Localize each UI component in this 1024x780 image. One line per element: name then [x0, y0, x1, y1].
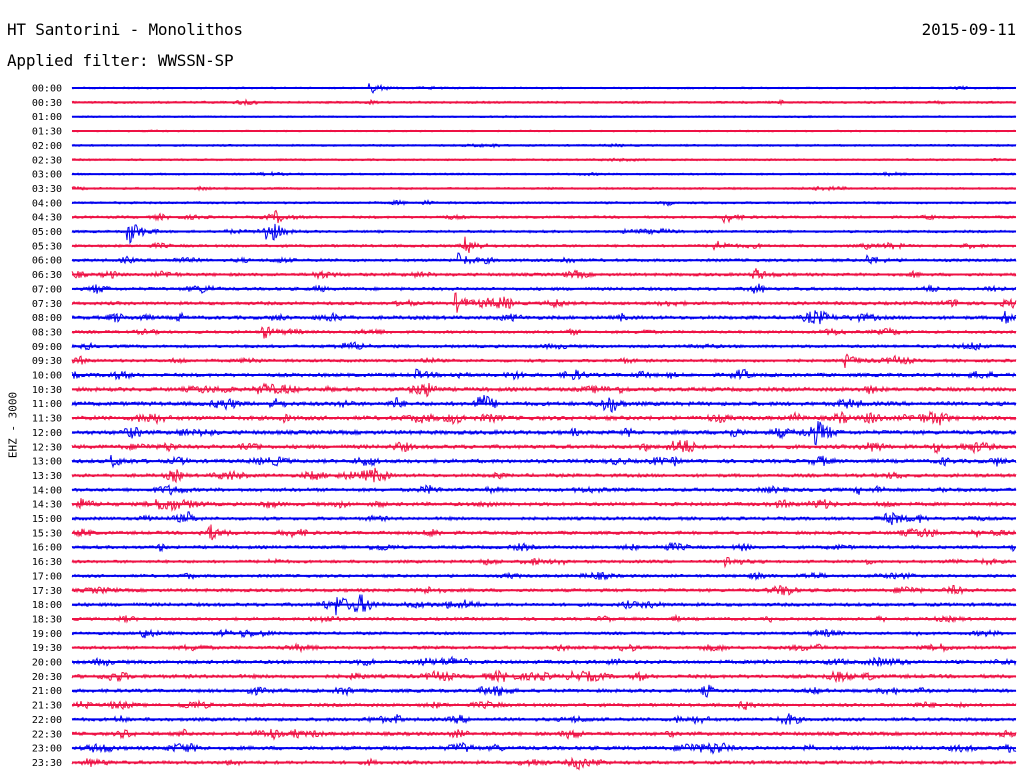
tick-label: 06:00 — [32, 256, 62, 267]
tick-label: 15:30 — [32, 528, 62, 539]
tick-label: 08:00 — [32, 313, 62, 324]
tick-label: 14:00 — [32, 485, 62, 496]
tick-label: 07:00 — [32, 284, 62, 295]
trace-line — [71, 223, 1017, 245]
tick-label: 06:30 — [32, 270, 62, 281]
tick-label: 02:00 — [32, 141, 62, 152]
tick-label: 13:00 — [32, 457, 62, 468]
tick-label: 23:00 — [32, 744, 62, 755]
tick-label: 09:30 — [32, 356, 62, 367]
tick-label: 20:30 — [32, 672, 62, 683]
tick-label: 00:30 — [32, 98, 62, 109]
tick-label: 16:30 — [32, 557, 62, 568]
seismic-traces — [71, 83, 1017, 771]
tick-label: 05:30 — [32, 241, 62, 252]
tick-label: 17:00 — [32, 571, 62, 582]
tick-label: 12:00 — [32, 428, 62, 439]
time-tick-labels: 00:00 00:30 01:00 01:30 02:00 02:30 03:00 03:30… — [32, 84, 62, 769]
trace-line — [71, 236, 1017, 254]
tick-label: 01:30 — [32, 127, 62, 138]
tick-label: 19:00 — [32, 629, 62, 640]
tick-label: 07:30 — [32, 299, 62, 310]
tick-label: 21:00 — [32, 686, 62, 697]
tick-label: 17:30 — [32, 586, 62, 597]
tick-label: 04:00 — [32, 198, 62, 209]
tick-label: 00:00 — [32, 84, 62, 95]
trace-line — [71, 252, 1017, 265]
filter-label: Applied filter: WWSSN-SP — [7, 51, 234, 70]
tick-label: 09:00 — [32, 342, 62, 353]
tick-label: 10:30 — [32, 385, 62, 396]
tick-label: 21:30 — [32, 701, 62, 712]
tick-label: 15:00 — [32, 514, 62, 525]
tick-label: 02:30 — [32, 155, 62, 166]
date-label: 2015-09-11 — [921, 20, 1017, 39]
tick-label: 12:30 — [32, 442, 62, 453]
tick-label: 22:30 — [32, 729, 62, 740]
tick-label: 23:30 — [32, 758, 62, 769]
tick-label: 11:00 — [32, 399, 62, 410]
tick-label: 20:00 — [32, 658, 62, 669]
tick-label: 19:30 — [32, 643, 62, 654]
station-title: HT Santorini - Monolithos — [7, 20, 243, 39]
tick-label: 13:30 — [32, 471, 62, 482]
trace-line — [71, 310, 1017, 325]
tick-label: 03:00 — [32, 170, 62, 181]
tick-label: 18:00 — [32, 600, 62, 611]
tick-label: 18:30 — [32, 614, 62, 625]
tick-label: 01:00 — [32, 112, 62, 123]
trace-line — [71, 353, 1017, 368]
tick-label: 03:30 — [32, 184, 62, 195]
tick-label: 11:30 — [32, 414, 62, 425]
tick-label: 08:30 — [32, 327, 62, 338]
tick-label: 10:00 — [32, 371, 62, 382]
tick-label: 04:30 — [32, 213, 62, 224]
tick-label: 05:00 — [32, 227, 62, 238]
trace-line — [71, 756, 1017, 771]
tick-label: 16:00 — [32, 543, 62, 554]
tick-label: 22:00 — [32, 715, 62, 726]
tick-label: 14:30 — [32, 500, 62, 511]
